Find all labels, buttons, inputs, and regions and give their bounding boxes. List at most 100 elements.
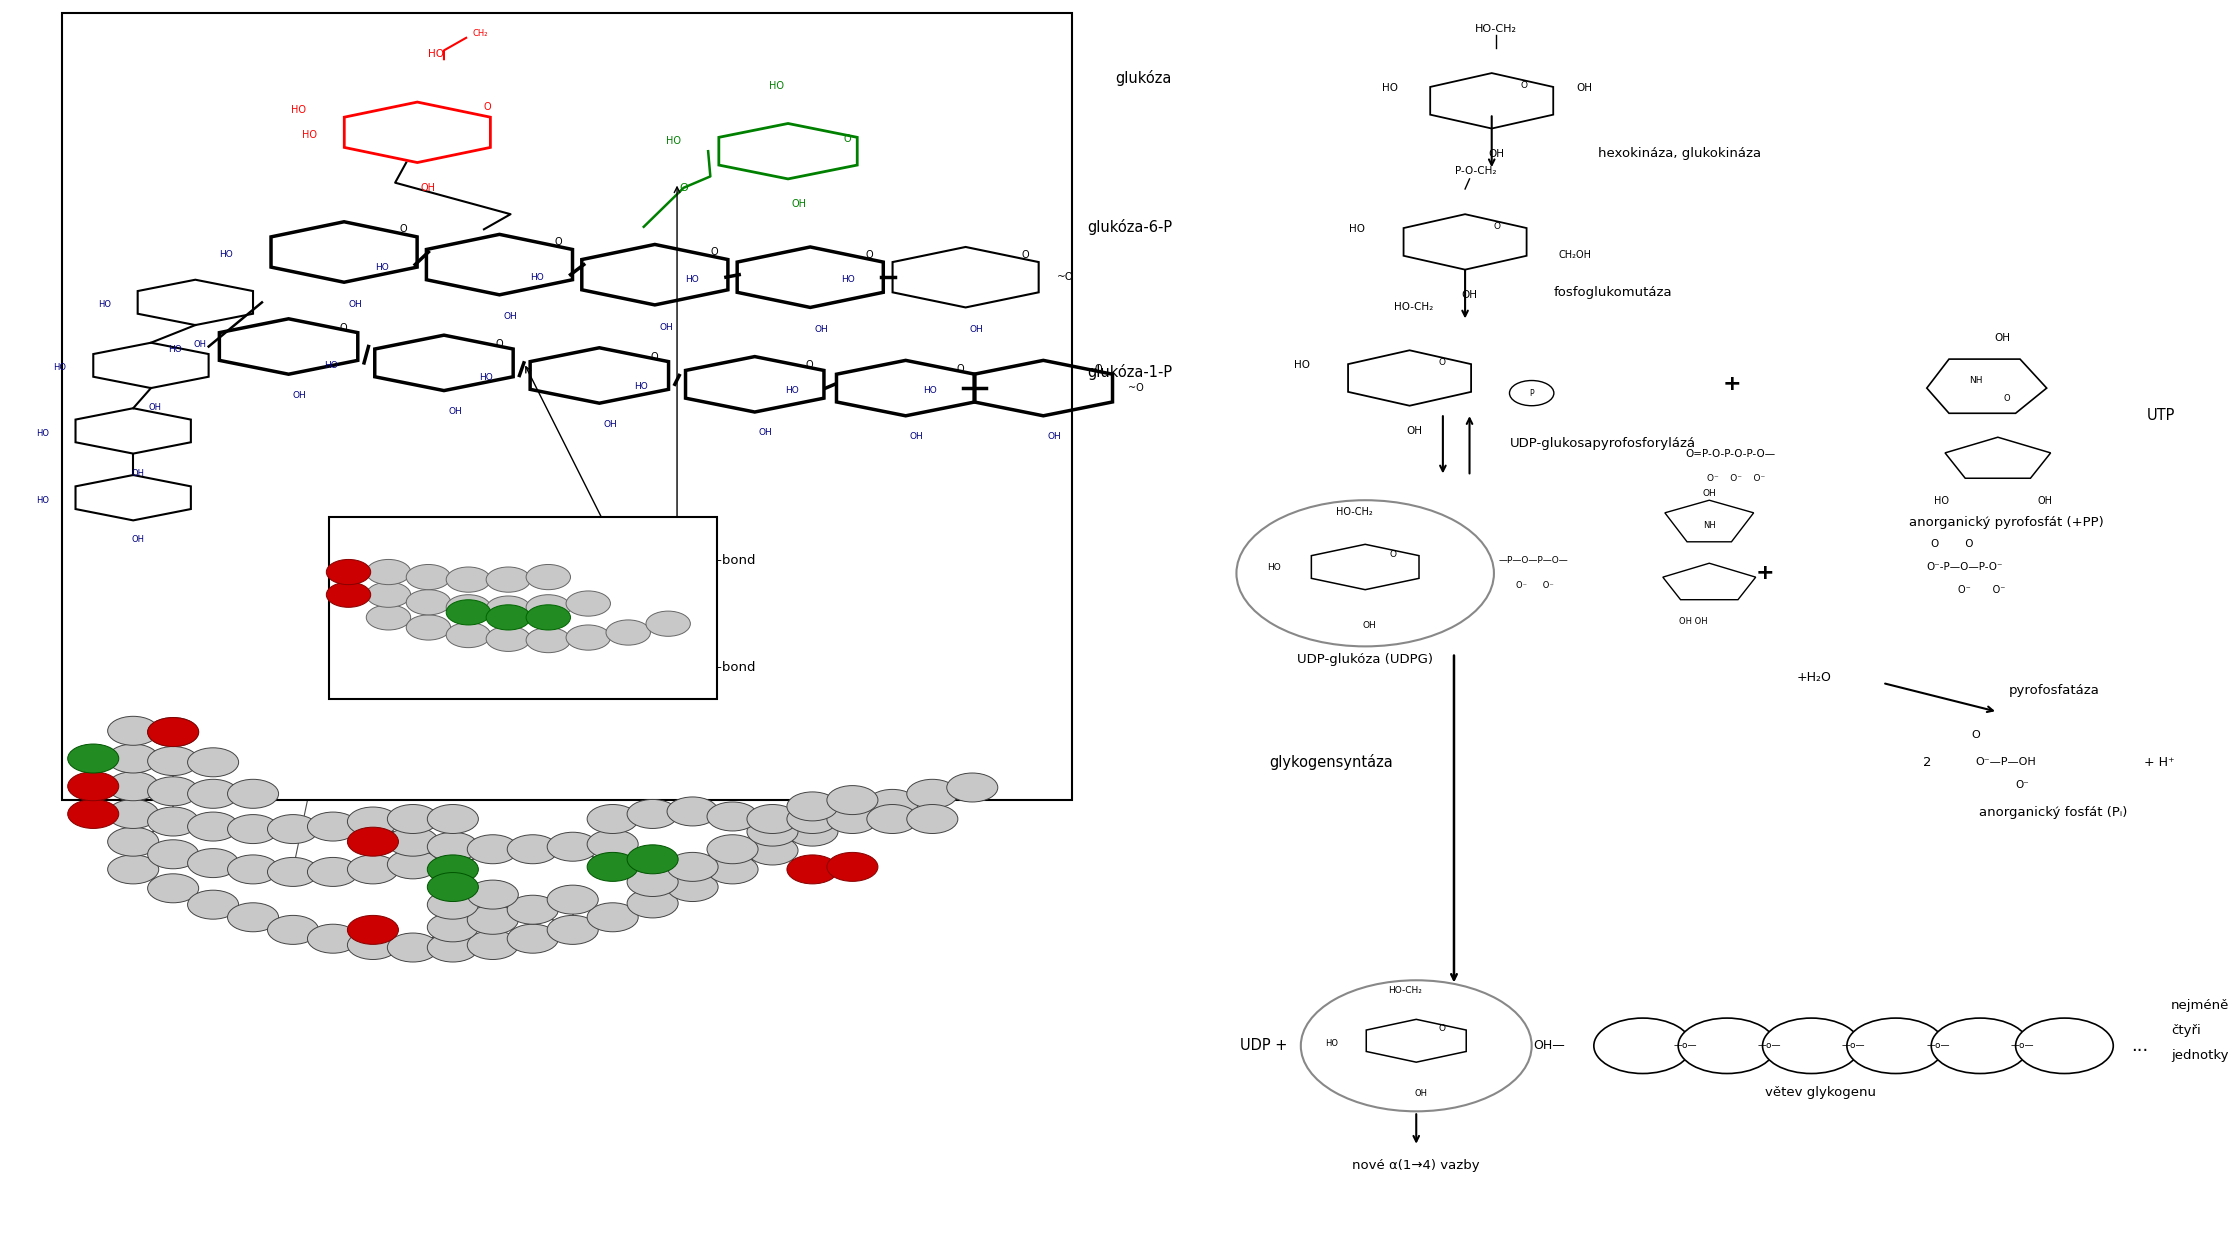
Circle shape: [428, 890, 479, 920]
Circle shape: [405, 615, 450, 640]
Circle shape: [228, 779, 278, 809]
Circle shape: [486, 596, 531, 621]
Text: +: +: [1723, 374, 1740, 394]
Text: —o—: —o—: [2012, 1041, 2034, 1051]
Text: OH: OH: [448, 407, 461, 416]
Circle shape: [327, 559, 370, 585]
Text: OH: OH: [1413, 1089, 1427, 1097]
Circle shape: [446, 567, 491, 592]
Text: OH: OH: [1994, 333, 2009, 343]
Circle shape: [526, 564, 571, 590]
Text: OH: OH: [815, 325, 829, 334]
Circle shape: [67, 771, 119, 801]
Text: O⁻-P—O—P-O⁻: O⁻-P—O—P-O⁻: [1926, 562, 2003, 572]
Text: OH OH: OH OH: [1680, 617, 1709, 626]
Bar: [63, 13, 1073, 800]
Text: ~O: ~O: [1127, 383, 1142, 393]
Circle shape: [1931, 1018, 2029, 1074]
Text: HO: HO: [428, 49, 444, 59]
Text: O: O: [956, 364, 965, 374]
Circle shape: [446, 600, 491, 625]
Text: O: O: [1438, 358, 1445, 367]
Circle shape: [786, 805, 838, 834]
Text: HO: HO: [302, 130, 318, 140]
Text: UTP: UTP: [2148, 408, 2175, 423]
Text: OH: OH: [603, 420, 618, 428]
Text: HO: HO: [36, 428, 49, 438]
Text: OH: OH: [1577, 83, 1593, 93]
Text: O⁻—P—OH: O⁻—P—OH: [1976, 757, 2036, 767]
Circle shape: [526, 605, 571, 630]
Circle shape: [188, 849, 240, 878]
Circle shape: [388, 805, 439, 834]
Circle shape: [708, 834, 757, 864]
Text: glukóza: glukóza: [1116, 71, 1172, 86]
Circle shape: [446, 622, 491, 648]
Text: ~O: ~O: [1057, 272, 1073, 282]
Text: a1,6-bond: a1,6-bond: [688, 554, 755, 567]
Text: ...: ...: [2130, 1037, 2148, 1055]
Circle shape: [827, 852, 878, 882]
Text: HO: HO: [36, 495, 49, 505]
Text: HO-CH₂: HO-CH₂: [1389, 987, 1422, 995]
Text: OH: OH: [1702, 489, 1716, 498]
Text: O: O: [806, 360, 813, 370]
Circle shape: [587, 902, 638, 932]
Text: HO: HO: [1382, 83, 1398, 93]
Circle shape: [108, 827, 159, 857]
Circle shape: [526, 627, 571, 653]
Text: HO: HO: [291, 105, 307, 115]
Circle shape: [948, 772, 997, 803]
Text: OH: OH: [659, 323, 672, 331]
Circle shape: [347, 827, 399, 857]
Text: O: O: [340, 323, 347, 333]
Circle shape: [347, 930, 399, 960]
Text: OH: OH: [1460, 290, 1478, 300]
Circle shape: [547, 885, 598, 915]
Circle shape: [2016, 1018, 2112, 1074]
Circle shape: [1763, 1018, 1859, 1074]
Circle shape: [367, 605, 410, 630]
Circle shape: [428, 912, 479, 942]
Circle shape: [468, 905, 517, 935]
Text: O: O: [1389, 551, 1398, 559]
Circle shape: [307, 857, 358, 887]
Text: OH: OH: [1362, 621, 1378, 630]
Text: HO: HO: [840, 275, 856, 285]
Text: OH: OH: [1407, 426, 1422, 436]
Circle shape: [108, 854, 159, 885]
Text: O⁻: O⁻: [2016, 780, 2029, 790]
Circle shape: [388, 827, 439, 857]
Text: O: O: [484, 102, 491, 112]
Text: O: O: [1438, 1024, 1445, 1033]
Text: —o—: —o—: [1841, 1041, 1866, 1051]
Text: OH: OH: [421, 183, 437, 193]
Text: HO: HO: [634, 382, 647, 392]
Text: O: O: [556, 237, 562, 247]
Text: O: O: [1521, 81, 1528, 89]
Text: +H₂O: +H₂O: [1796, 672, 1832, 684]
Circle shape: [547, 832, 598, 862]
Text: OH: OH: [293, 391, 307, 399]
Text: glykogensyntáza: glykogensyntáza: [1270, 755, 1393, 770]
Circle shape: [446, 595, 491, 620]
Circle shape: [148, 746, 199, 775]
Text: HO: HO: [323, 360, 338, 370]
Text: OH: OH: [148, 403, 161, 412]
Circle shape: [746, 805, 797, 834]
Circle shape: [405, 590, 450, 615]
Text: O: O: [1021, 249, 1028, 260]
Text: HO: HO: [531, 272, 544, 282]
Circle shape: [148, 808, 199, 837]
Circle shape: [367, 582, 410, 607]
Circle shape: [668, 798, 719, 827]
Circle shape: [148, 874, 199, 902]
Circle shape: [1678, 1018, 1776, 1074]
Text: O: O: [710, 247, 719, 257]
Text: —o—: —o—: [1758, 1041, 1781, 1051]
Text: jednotky: jednotky: [2171, 1050, 2229, 1062]
Circle shape: [827, 786, 878, 815]
Text: OH: OH: [347, 300, 363, 309]
Circle shape: [708, 854, 757, 885]
Circle shape: [506, 925, 558, 954]
